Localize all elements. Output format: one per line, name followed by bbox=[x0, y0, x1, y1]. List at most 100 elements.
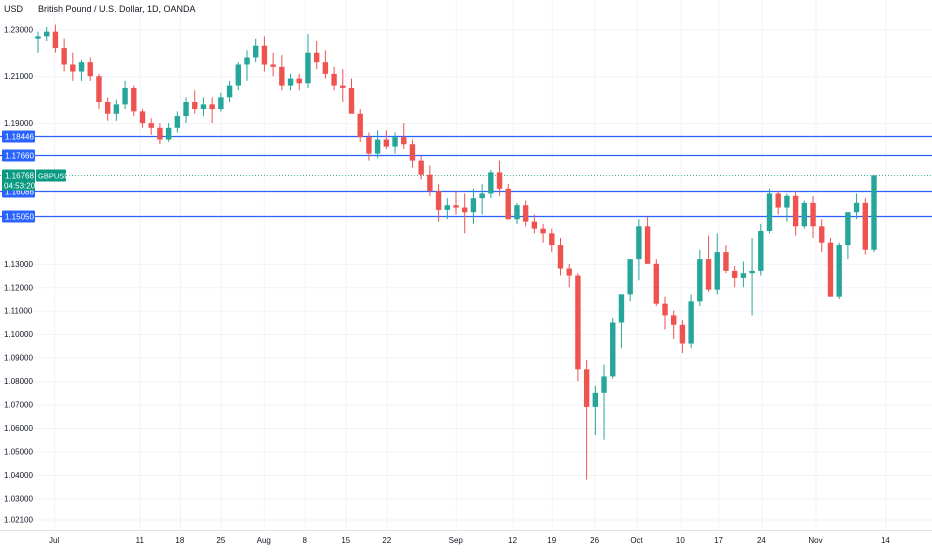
symbol-label: GBPUSD bbox=[38, 172, 70, 181]
candle-body bbox=[845, 212, 851, 246]
candle-body bbox=[644, 226, 651, 264]
candle-body bbox=[679, 324, 686, 344]
candle-body bbox=[253, 45, 259, 58]
y-tick-label: 1.08000 bbox=[4, 377, 33, 386]
candle bbox=[575, 273, 581, 382]
candle-body bbox=[131, 87, 137, 112]
candle bbox=[610, 317, 616, 379]
candle bbox=[766, 188, 773, 234]
candle bbox=[583, 359, 590, 480]
y-tick-label: 1.09000 bbox=[4, 354, 33, 363]
x-tick-label: 11 bbox=[136, 536, 145, 545]
x-tick-label: 12 bbox=[508, 536, 517, 545]
candle-body bbox=[87, 62, 93, 77]
candle bbox=[122, 80, 128, 110]
grid-lines bbox=[0, 0, 932, 530]
x-tick-label: Aug bbox=[257, 536, 271, 545]
candle-body bbox=[723, 252, 729, 271]
candle bbox=[253, 38, 259, 63]
candle bbox=[218, 92, 224, 112]
candle bbox=[313, 41, 320, 70]
candle-body bbox=[627, 259, 633, 295]
level-labels: 1.18446 1.17660 1.16086 1.15050 bbox=[2, 130, 35, 223]
candle bbox=[444, 198, 450, 220]
candle bbox=[601, 364, 607, 440]
candle-body bbox=[775, 193, 781, 208]
candle-body bbox=[514, 205, 520, 220]
candle-body bbox=[697, 259, 703, 302]
candle bbox=[340, 69, 346, 103]
candle bbox=[618, 294, 625, 349]
candle-body bbox=[453, 205, 459, 208]
candles bbox=[35, 24, 877, 480]
candle bbox=[731, 266, 738, 288]
candle bbox=[801, 200, 808, 229]
candle bbox=[409, 139, 416, 168]
candle-body bbox=[427, 174, 433, 192]
symbol-tag bbox=[36, 169, 66, 182]
candle-body bbox=[401, 137, 407, 145]
candle-body bbox=[444, 205, 450, 210]
candle-body bbox=[392, 137, 398, 147]
candle-body bbox=[801, 202, 808, 227]
candle-body bbox=[435, 191, 442, 210]
candle bbox=[52, 24, 59, 53]
x-tick-label: Oct bbox=[630, 536, 643, 545]
candle bbox=[104, 97, 111, 121]
candle bbox=[226, 80, 233, 103]
candle bbox=[627, 259, 633, 302]
chart-title[interactable]: British Pound / U.S. Dollar, 1D, OANDA bbox=[38, 4, 196, 14]
candle-body bbox=[322, 62, 329, 74]
y-tick-label: 1.05000 bbox=[4, 447, 33, 456]
candle-body bbox=[357, 113, 363, 138]
candle bbox=[209, 97, 215, 124]
x-tick-label: 25 bbox=[216, 536, 225, 545]
level-value: 1.18446 bbox=[5, 133, 34, 142]
candle bbox=[488, 170, 494, 199]
candle-body bbox=[784, 195, 790, 208]
candle bbox=[522, 200, 529, 227]
candle-body bbox=[496, 172, 503, 189]
candle bbox=[331, 66, 337, 91]
candle bbox=[305, 34, 311, 88]
level-value: 1.15050 bbox=[5, 213, 34, 222]
y-tick-label: 1.13000 bbox=[4, 260, 33, 269]
candle bbox=[139, 109, 146, 128]
x-tick-label: 15 bbox=[341, 536, 350, 545]
candle-body bbox=[157, 127, 163, 140]
candle bbox=[470, 188, 477, 224]
candle bbox=[322, 50, 329, 79]
candle-body bbox=[871, 175, 877, 250]
x-axis[interactable]: Jul 11 18 25 Aug 8 15 22 Sep 12 19 26 Oct 10 17 24 Nov 14 bbox=[49, 536, 890, 545]
candle bbox=[862, 198, 868, 255]
candle-body bbox=[566, 268, 572, 276]
candle-body bbox=[383, 139, 390, 147]
candle bbox=[35, 31, 41, 53]
horizontal-levels[interactable] bbox=[0, 135, 932, 218]
candle-body bbox=[810, 202, 816, 227]
x-tick-label: 8 bbox=[303, 536, 308, 545]
y-axis[interactable]: 1.23000 1.21000 1.19000 1.13000 1.12000 1.110… bbox=[4, 25, 33, 524]
candle-body bbox=[52, 31, 59, 49]
candle-body bbox=[183, 102, 189, 117]
candle-body bbox=[409, 144, 416, 161]
candle bbox=[827, 238, 834, 297]
candle bbox=[636, 219, 642, 281]
candle-body bbox=[70, 64, 76, 72]
x-tick-label: 22 bbox=[382, 536, 391, 545]
candle-body bbox=[688, 301, 694, 344]
currency-label: USD bbox=[4, 4, 24, 14]
candle-body bbox=[575, 275, 581, 370]
candle bbox=[453, 191, 459, 215]
candle bbox=[462, 193, 468, 234]
candle bbox=[87, 57, 93, 81]
candle-body bbox=[705, 259, 712, 290]
candle bbox=[174, 111, 181, 133]
candle bbox=[157, 123, 163, 145]
candle bbox=[810, 195, 816, 239]
candle-body bbox=[366, 137, 372, 154]
candle bbox=[296, 73, 302, 91]
candle bbox=[78, 59, 85, 81]
